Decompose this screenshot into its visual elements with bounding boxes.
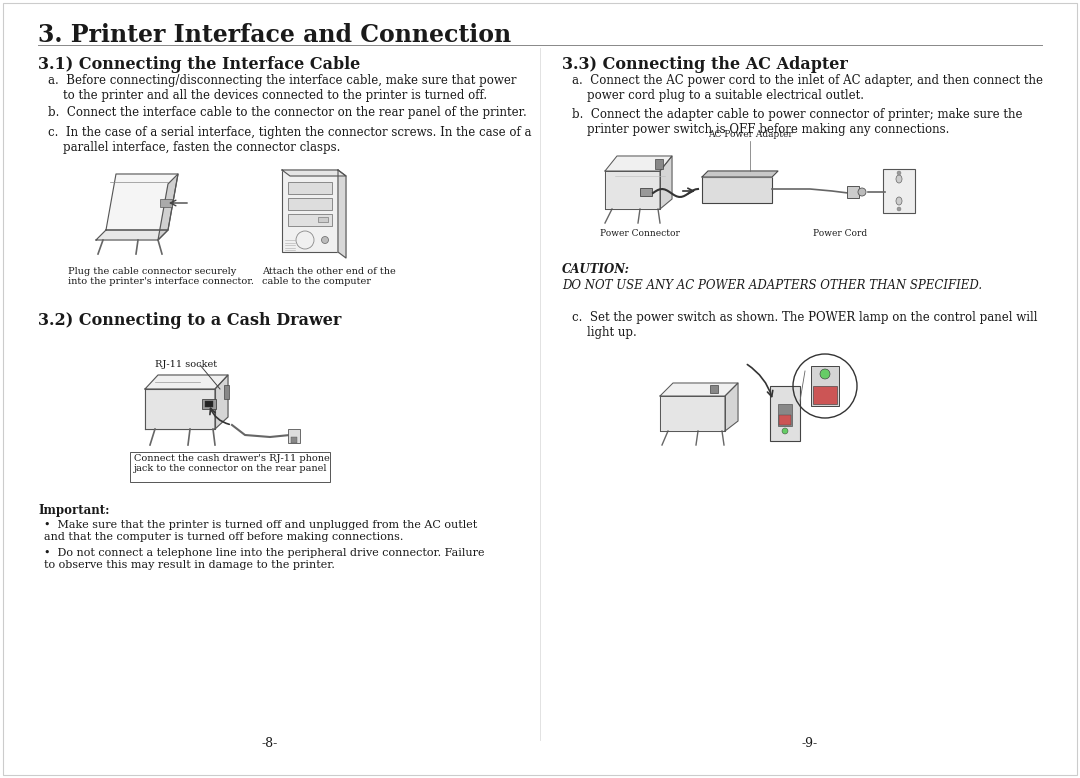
Text: Connect the cash drawer's RJ-11 phone
jack to the connector on the rear panel: Connect the cash drawer's RJ-11 phone ja…: [134, 454, 329, 473]
Text: a.  Connect the AC power cord to the inlet of AC adapter, and then connect the
 : a. Connect the AC power cord to the inle…: [572, 74, 1043, 102]
Text: b.  Connect the interface cable to the connector on the rear panel of the printe: b. Connect the interface cable to the co…: [48, 106, 527, 119]
Text: Power Cord: Power Cord: [813, 229, 867, 238]
Polygon shape: [215, 375, 228, 429]
Text: Plug the cable connector securely
into the printer's interface connector.: Plug the cable connector securely into t…: [68, 267, 254, 286]
Bar: [288, 214, 332, 226]
Bar: [813, 386, 837, 404]
Text: Power Connector: Power Connector: [600, 229, 680, 238]
Polygon shape: [145, 389, 215, 429]
Bar: [811, 366, 839, 406]
Circle shape: [820, 369, 831, 379]
Bar: [224, 385, 229, 399]
Bar: [710, 385, 718, 393]
Bar: [291, 437, 297, 443]
Circle shape: [322, 237, 328, 244]
Bar: [205, 401, 213, 407]
Bar: [202, 399, 216, 409]
Text: c.  In the case of a serial interface, tighten the connector screws. In the case: c. In the case of a serial interface, ti…: [48, 126, 531, 154]
Text: 3.1) Connecting the Interface Cable: 3.1) Connecting the Interface Cable: [38, 56, 361, 73]
Bar: [130, 452, 330, 482]
Text: Important:: Important:: [38, 504, 109, 517]
Text: •  Do not connect a telephone line into the peripheral drive connector. Failure
: • Do not connect a telephone line into t…: [44, 548, 485, 569]
Text: DO NOT USE ANY AC POWER ADAPTERS OTHER THAN SPECIFIED.: DO NOT USE ANY AC POWER ADAPTERS OTHER T…: [562, 279, 982, 292]
Polygon shape: [725, 383, 738, 431]
Ellipse shape: [858, 188, 866, 196]
Polygon shape: [282, 170, 346, 176]
Text: CAUTION:: CAUTION:: [562, 263, 630, 276]
Ellipse shape: [896, 197, 902, 205]
Text: 3.2) Connecting to a Cash Drawer: 3.2) Connecting to a Cash Drawer: [38, 312, 341, 329]
Polygon shape: [338, 170, 346, 258]
Polygon shape: [96, 230, 168, 240]
Ellipse shape: [896, 175, 902, 183]
Text: •  Make sure that the printer is turned off and unplugged from the AC outlet
and: • Make sure that the printer is turned o…: [44, 520, 477, 541]
Bar: [847, 186, 859, 198]
Bar: [318, 217, 328, 222]
Polygon shape: [605, 156, 672, 171]
Text: 3.3) Connecting the AC Adapter: 3.3) Connecting the AC Adapter: [562, 56, 848, 73]
Polygon shape: [158, 174, 178, 240]
Bar: [640, 188, 652, 196]
Text: -8-: -8-: [261, 737, 279, 750]
Text: AC Power Adapter: AC Power Adapter: [707, 130, 793, 139]
Text: b.  Connect the adapter cable to power connector of printer; make sure the
    p: b. Connect the adapter cable to power co…: [572, 108, 1023, 136]
Polygon shape: [660, 156, 672, 209]
Circle shape: [782, 428, 788, 434]
Polygon shape: [605, 171, 660, 209]
Bar: [160, 199, 172, 207]
Polygon shape: [702, 171, 778, 177]
Circle shape: [897, 171, 901, 175]
Text: c.  Set the power switch as shown. The POWER lamp on the control panel will
    : c. Set the power switch as shown. The PO…: [572, 311, 1038, 339]
Bar: [288, 429, 300, 443]
Bar: [883, 169, 915, 213]
Bar: [770, 386, 800, 441]
Bar: [288, 198, 332, 210]
Bar: [779, 415, 791, 425]
Polygon shape: [660, 396, 725, 431]
Text: a.  Before connecting/disconnecting the interface cable, make sure that power
  : a. Before connecting/disconnecting the i…: [48, 74, 516, 102]
Text: RJ-11 socket: RJ-11 socket: [156, 360, 217, 369]
Bar: [288, 182, 332, 194]
Polygon shape: [106, 174, 178, 230]
Circle shape: [897, 207, 901, 211]
Polygon shape: [145, 375, 228, 389]
Bar: [702, 177, 772, 203]
Bar: [282, 170, 338, 252]
Bar: [778, 404, 792, 426]
Text: -9-: -9-: [802, 737, 818, 750]
Polygon shape: [660, 383, 738, 396]
Text: 3. Printer Interface and Connection: 3. Printer Interface and Connection: [38, 23, 511, 47]
Text: Attach the other end of the
cable to the computer: Attach the other end of the cable to the…: [262, 267, 395, 286]
Bar: [654, 159, 663, 169]
